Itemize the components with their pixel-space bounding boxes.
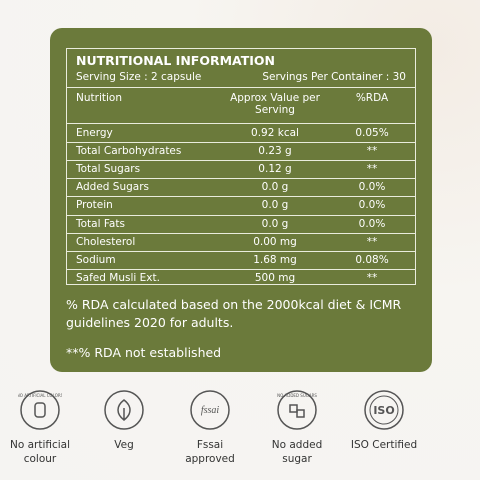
serving-size: Serving Size : 2 capsule: [76, 71, 202, 83]
badge: NO ARTIFICIAL COLORS No artificial colour: [0, 388, 83, 466]
icon-text: NO ARTIFICIAL COLORS: [18, 393, 62, 398]
rda-note: **% RDA not established: [66, 345, 222, 360]
nutrient-name: Added Sugars: [76, 181, 149, 194]
nutrient-name: Total Sugars: [76, 163, 141, 176]
badge-label: Veg: [114, 439, 134, 451]
badge-icon: NO ARTIFICIAL COLORS: [18, 390, 62, 430]
nutrient-rda: **: [366, 145, 378, 158]
nutrient-name: Energy: [76, 127, 113, 139]
badge-label: No added sugar: [271, 439, 323, 465]
servings-per-container: Servings Per Container : 30: [262, 71, 406, 83]
nutrient-value: 1.68 mg: [253, 253, 297, 266]
nutrient-value: 0.0 g: [261, 181, 289, 194]
nutrient-value: 500 mg: [254, 271, 296, 284]
divider: [67, 123, 415, 124]
nutrient-value: 0.0 g: [261, 217, 289, 230]
divider: [67, 87, 415, 88]
nutrient-value: 0.0 g: [261, 199, 289, 212]
nutrient-name: Total Carbohydrates: [76, 145, 182, 158]
badge: Veg: [81, 388, 167, 452]
badge-icon: fssai: [190, 390, 230, 430]
row-divider: [67, 214, 415, 216]
badge: fssai Fssai approved: [167, 388, 253, 466]
nutrient-value: 0.92 kcal: [251, 127, 299, 139]
nutrition-card: NUTRITIONAL INFORMATION Serving Size : 2…: [50, 28, 432, 372]
nutrient-rda: **: [366, 271, 378, 284]
column-header: Approx Value per Serving: [230, 92, 320, 116]
row-divider: [67, 196, 415, 198]
badge: ISO ISO Certified: [341, 388, 427, 452]
badge-icon: [104, 390, 144, 430]
nutrient-rda: 0.0%: [358, 181, 386, 194]
nutrient-rda: 0.0%: [358, 199, 386, 212]
nutrient-name: Total Fats: [76, 217, 125, 230]
nutrient-name: Cholesterol: [76, 235, 136, 248]
badge-icon: ISO: [364, 390, 404, 430]
nutrition-table: NUTRITIONAL INFORMATION Serving Size : 2…: [66, 48, 416, 285]
table-title: NUTRITIONAL INFORMATION: [76, 53, 275, 68]
badge-label: Fssai approved: [185, 439, 235, 465]
nutrient-name: Safed Musli Ext.: [76, 271, 160, 284]
badge-icon: NO ADDED SUGARS: [277, 390, 317, 430]
nutrient-name: Sodium: [76, 253, 116, 266]
row-divider: [67, 268, 415, 270]
badge-label: ISO Certified: [350, 439, 418, 451]
row-divider: [67, 232, 415, 234]
nutrient-rda: **: [366, 163, 378, 176]
row-divider: [67, 178, 415, 180]
rda-note: % RDA calculated based on the 2000kcal d…: [66, 297, 402, 330]
badge-label: No artificial colour: [9, 439, 71, 465]
nutrient-value: 0.12 g: [258, 163, 292, 176]
nutrient-value: 0.00 mg: [253, 235, 297, 248]
column-header: Nutrition: [76, 92, 122, 104]
icon-text: fssai: [201, 405, 220, 416]
badge: NO ADDED SUGARS No added sugar: [254, 388, 340, 466]
nutrient-rda: 0.0%: [358, 217, 386, 230]
nutrient-value: 0.23 g: [258, 145, 292, 158]
nutrient-rda: 0.05%: [355, 127, 389, 139]
nutrient-rda: **: [366, 235, 378, 248]
column-header: %RDA: [355, 92, 389, 104]
row-divider: [67, 142, 415, 144]
row-divider: [67, 160, 415, 162]
nutrient-name: Protein: [76, 199, 113, 212]
icon-text: ISO: [373, 404, 394, 417]
row-divider: [67, 250, 415, 252]
nutrient-rda: 0.08%: [355, 253, 389, 266]
icon-text: NO ADDED SUGARS: [277, 393, 317, 398]
